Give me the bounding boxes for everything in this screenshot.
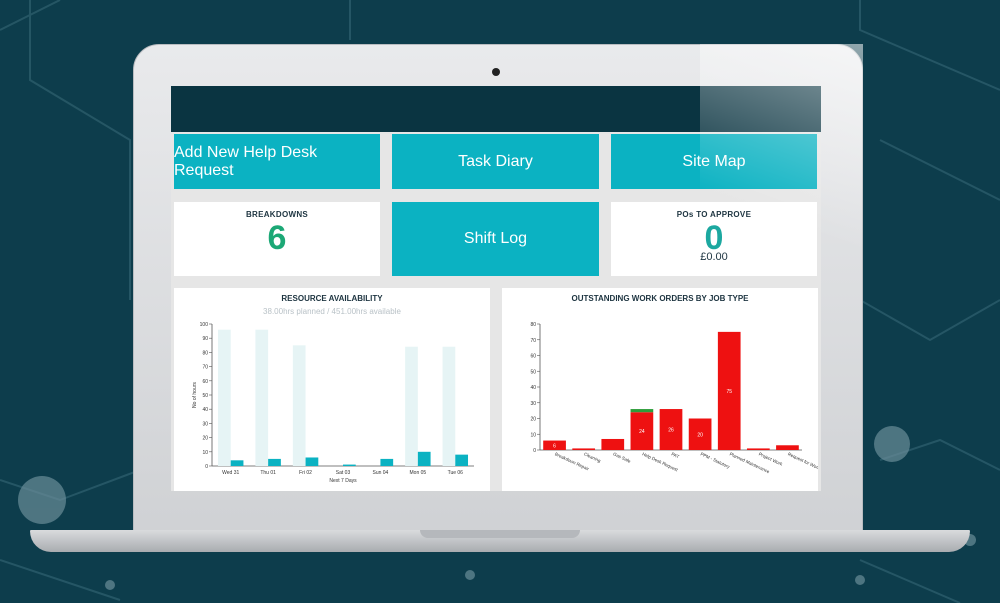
pos-to-approve-amount: £0.00 — [700, 251, 728, 263]
x-tick-label: Gas Safe — [612, 451, 632, 464]
task-diary-label: Task Diary — [458, 152, 533, 170]
planned-hours-bar — [230, 460, 244, 466]
work-order-bar — [601, 438, 625, 450]
pos-to-approve-card[interactable]: POs TO APPROVE 0 £0.00 — [611, 202, 817, 276]
y-tick-label: 10 — [202, 450, 208, 456]
data-label: 6 — [553, 443, 556, 449]
breakdowns-title: BREAKDOWNS — [245, 210, 309, 219]
x-tick-label: Mon 05 — [410, 470, 427, 476]
work-orders-panel: OUTSTANDING WORK ORDERS BY JOB TYPE 0 10 2… — [502, 288, 818, 491]
work-order-bar — [659, 409, 683, 450]
available-hours-bar — [442, 346, 456, 466]
x-tick-label: Tue 06 — [448, 470, 464, 476]
y-tick-label: 30 — [202, 421, 208, 427]
y-tick-label: 80 — [530, 322, 536, 328]
work-order-bar — [746, 448, 770, 450]
camera-icon — [492, 68, 500, 76]
x-tick-label: Wed 31 — [222, 470, 239, 476]
data-label: 75 — [726, 389, 732, 395]
laptop-base — [30, 530, 970, 552]
y-tick-label: 20 — [530, 417, 536, 423]
dashboard-screen: Add New Help Desk Request Task Diary Sit… — [171, 86, 821, 491]
pos-to-approve-title: POs TO APPROVE — [676, 210, 752, 219]
planned-hours-bar — [380, 458, 394, 466]
site-map-label: Site Map — [682, 152, 746, 170]
add-help-desk-request-tile[interactable]: Add New Help Desk Request — [174, 134, 380, 189]
y-tick-label: 70 — [202, 365, 208, 371]
resource-availability-chart: 0 10 20 30 40 50 60 70 80 90 100 Wed 31 Thu 01 Fri 02… — [192, 322, 474, 484]
available-hours-bar — [217, 329, 231, 466]
task-diary-tile[interactable]: Task Diary — [392, 134, 599, 189]
y-tick-label: 70 — [530, 338, 536, 344]
y-tick-label: 80 — [202, 350, 208, 356]
available-hours-bar — [255, 329, 269, 466]
breakdowns-count: 6 — [267, 219, 287, 257]
y-tick-label: 20 — [202, 436, 208, 442]
work-order-bar — [572, 448, 596, 450]
site-map-tile[interactable]: Site Map — [611, 134, 817, 189]
work-order-bar — [543, 440, 566, 450]
breakdowns-card[interactable]: BREAKDOWNS 6 — [174, 202, 380, 276]
work-order-bar — [717, 331, 741, 450]
available-hours-bar — [292, 345, 306, 466]
planned-hours-bar — [417, 451, 431, 466]
y-tick-label: 50 — [202, 393, 208, 399]
planned-hours-bar — [455, 454, 469, 466]
x-tick-label: PAT — [671, 451, 681, 459]
y-tick-label: 60 — [202, 379, 208, 385]
laptop-hinge — [420, 530, 580, 538]
y-tick-label: 40 — [202, 407, 208, 413]
y-tick-label: 0 — [533, 448, 536, 454]
data-label: 24 — [639, 429, 645, 435]
work-orders-title: OUTSTANDING WORK ORDERS BY JOB TYPE — [571, 294, 749, 303]
y-tick-label: 0 — [205, 464, 208, 470]
shift-log-tile[interactable]: Shift Log — [392, 202, 599, 276]
x-tick-label: Cleaning — [583, 451, 602, 463]
x-tick-label: Sun 04 — [372, 470, 388, 476]
top-navigation-bar — [171, 86, 821, 132]
add-help-desk-request-label: Add New Help Desk Request — [174, 143, 318, 179]
y-tick-label: 90 — [202, 336, 208, 342]
planned-hours-bar — [268, 458, 281, 466]
work-order-bar — [688, 418, 712, 450]
x-tick-label: Request for Work — [787, 451, 818, 471]
work-order-bar — [630, 412, 654, 450]
y-tick-label: 40 — [530, 385, 536, 391]
x-axis-label: Next 7 Days — [329, 478, 357, 484]
y-tick-label: 10 — [530, 432, 536, 438]
resource-availability-title: RESOURCE AVAILABILITY — [281, 294, 383, 303]
x-tick-label: Fri 02 — [299, 470, 312, 476]
y-axis-label: No of hours — [192, 382, 198, 408]
resource-availability-subtitle: 38.00hrs planned / 451.00hrs available — [263, 307, 401, 316]
resource-availability-panel: RESOURCE AVAILABILITY 38.00hrs planned /… — [174, 288, 490, 491]
planned-hours-bar — [343, 464, 356, 466]
data-label: 20 — [697, 432, 703, 438]
planned-hours-bar — [305, 457, 319, 466]
shift-log-label: Shift Log — [463, 230, 528, 247]
y-tick-label: 30 — [530, 401, 536, 407]
x-tick-label: Sat 03 — [336, 470, 351, 476]
work-order-bar — [776, 445, 799, 450]
work-order-bar-segment — [630, 409, 654, 413]
y-tick-label: 50 — [530, 369, 536, 375]
x-tick-label: PPM - Statutory — [700, 451, 732, 469]
x-tick-label: Thu 01 — [260, 470, 276, 476]
data-label: 26 — [668, 428, 674, 434]
y-tick-label: 60 — [530, 354, 536, 360]
available-hours-bar — [405, 346, 418, 466]
y-tick-label: 100 — [200, 322, 209, 328]
pos-to-approve-count: 0 — [704, 219, 724, 257]
